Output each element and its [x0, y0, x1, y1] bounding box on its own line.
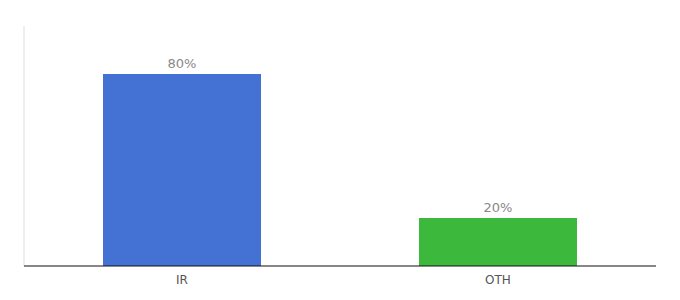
- chart-svg: IR OTH 80% 20%: [0, 0, 680, 300]
- bar: [103, 74, 261, 266]
- data-label: 20%: [484, 200, 513, 215]
- plot-area: [103, 74, 577, 266]
- x-tick-label: IR: [176, 273, 188, 287]
- x-tick-label: OTH: [485, 273, 511, 287]
- bar: [419, 218, 577, 266]
- data-label: 80%: [168, 56, 197, 71]
- x-axis-line: [24, 265, 656, 266]
- y-axis-line: [24, 26, 25, 266]
- chart-container: IR OTH 80% 20%: [0, 0, 680, 300]
